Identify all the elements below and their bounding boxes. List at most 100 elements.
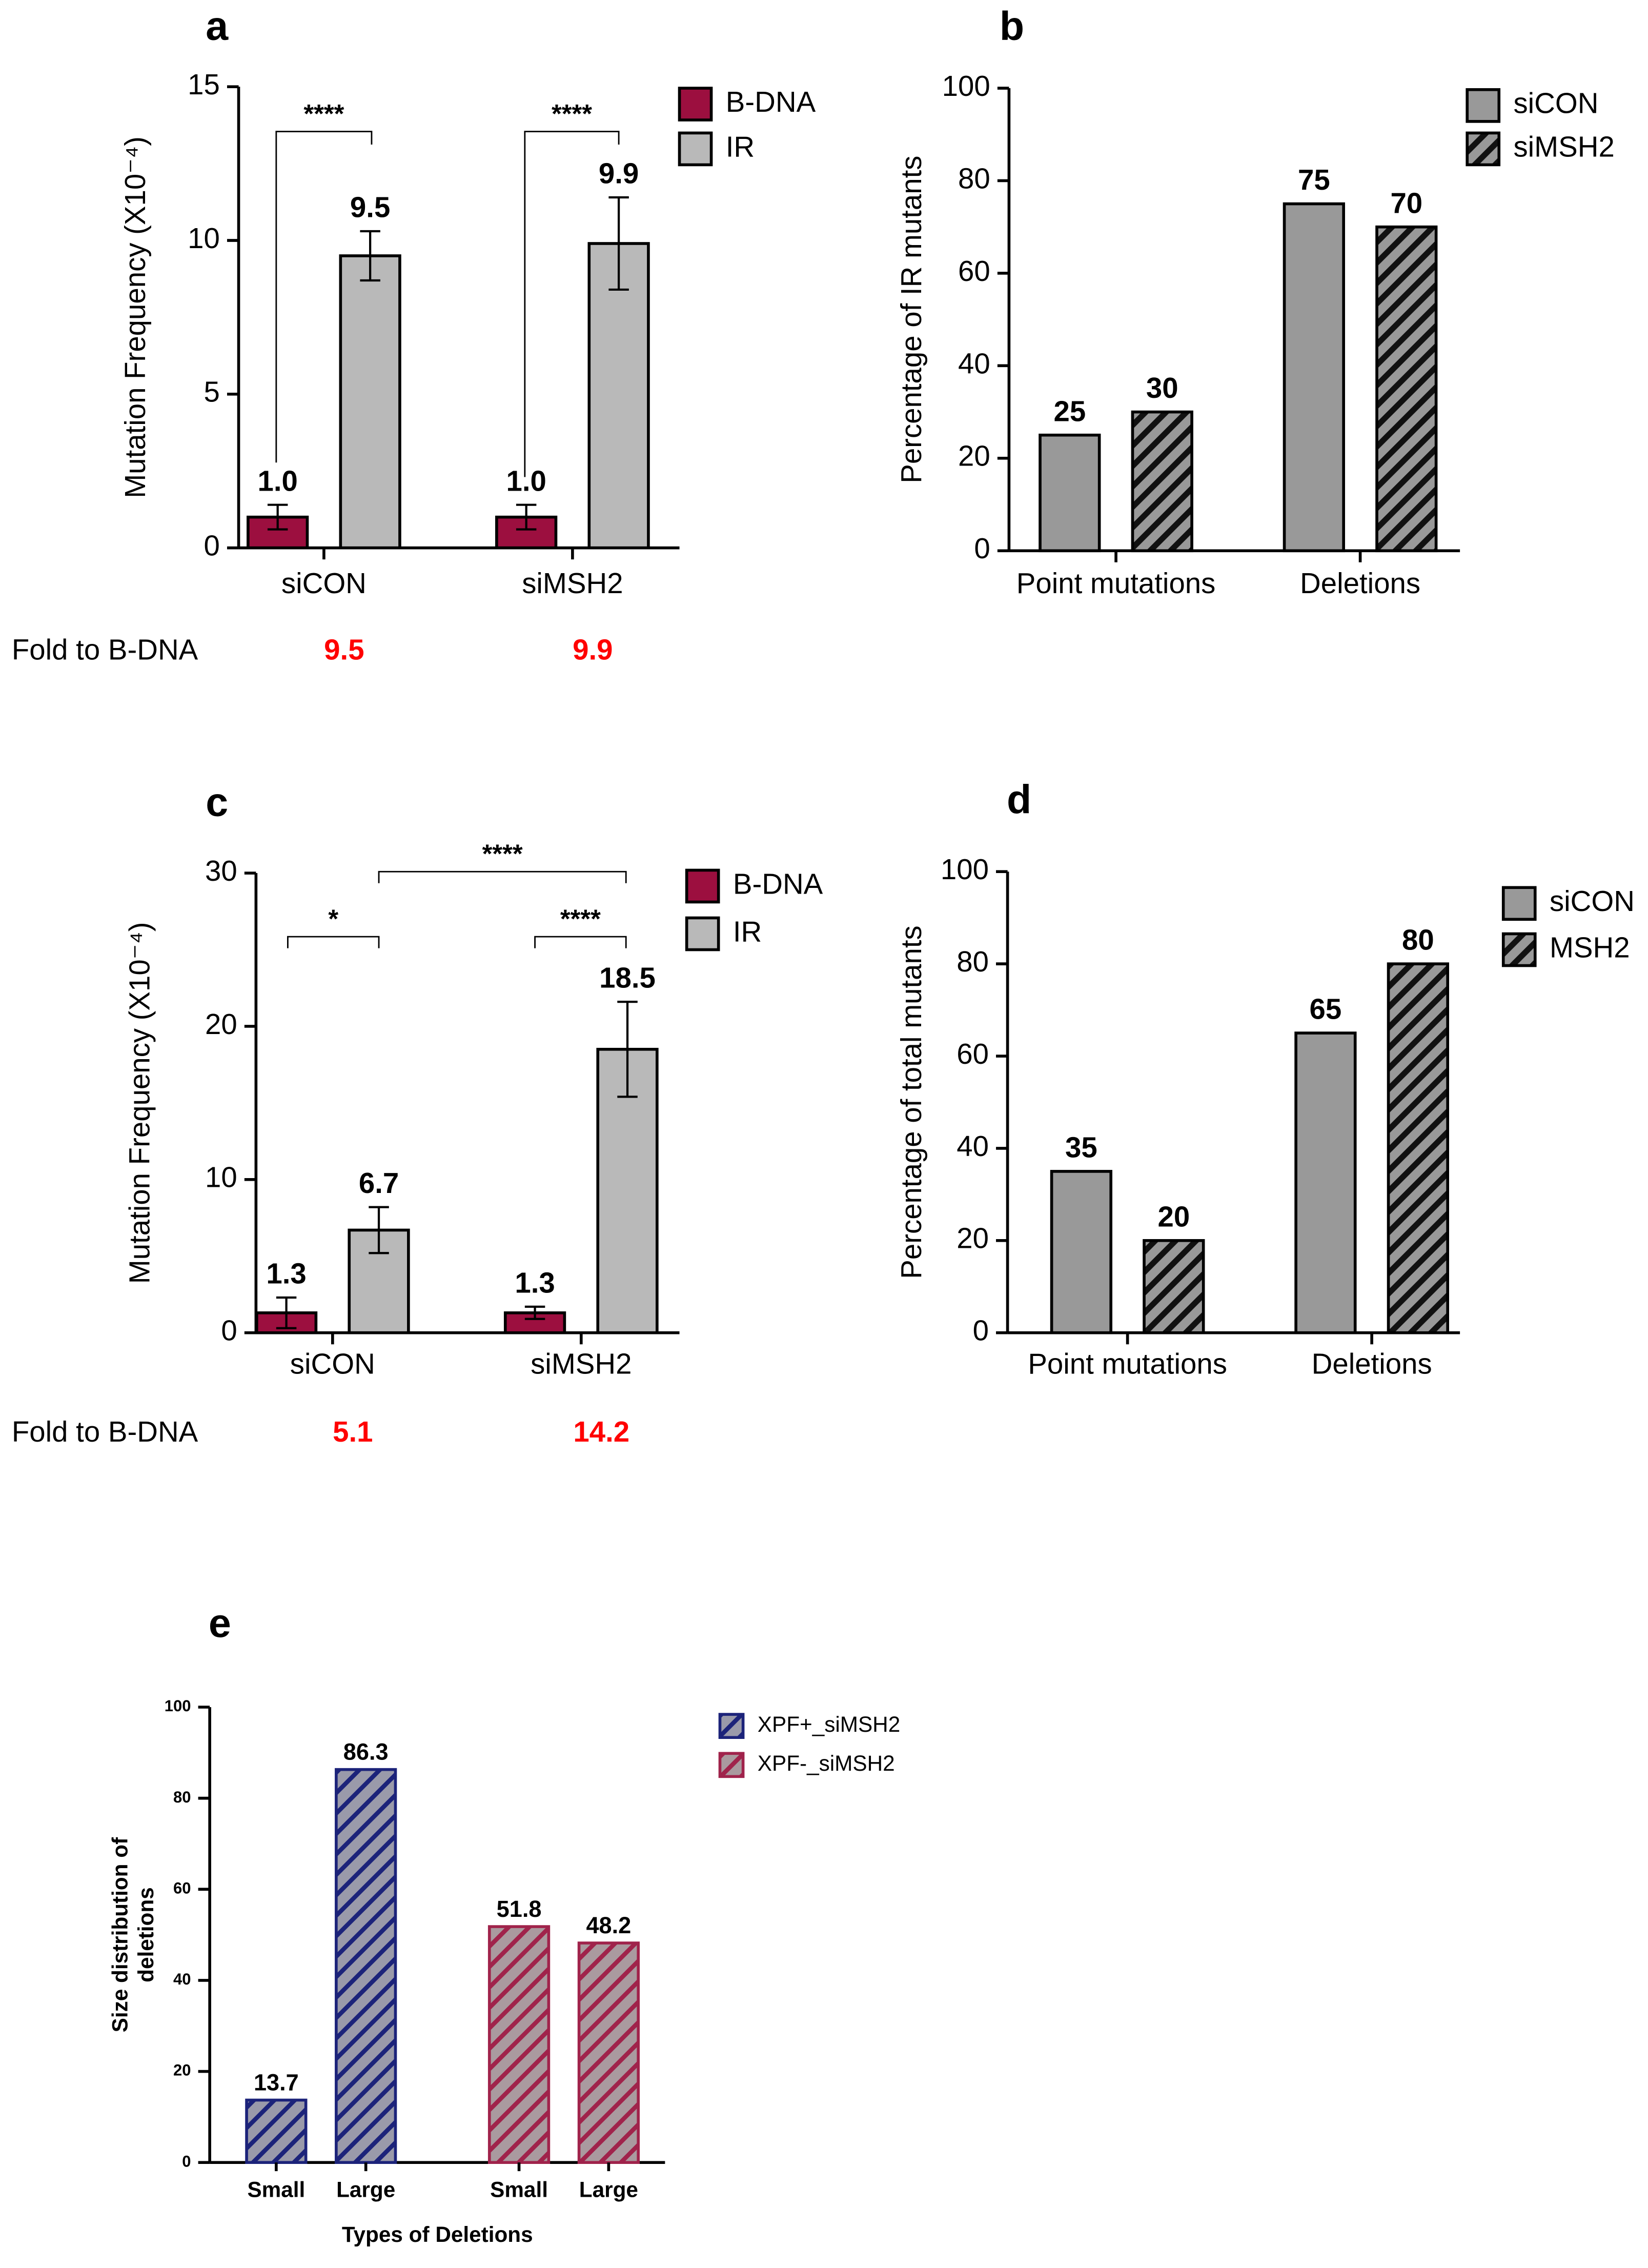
y-tick-label: 40 (957, 1130, 989, 1162)
bar (339, 254, 401, 550)
y-tick-label: 80 (957, 945, 989, 978)
y-tick-label: 40 (173, 1970, 191, 1988)
legend-label: XPF+_siMSH2 (758, 1712, 900, 1736)
y-axis-label: Percentage of IR mutants (895, 156, 927, 483)
bar (335, 1768, 397, 2164)
y-tick-label: 80 (958, 162, 990, 194)
fold-label: Fold to B-DNA (12, 634, 198, 666)
significance-bracket (524, 131, 620, 477)
significance-label: **** (303, 99, 344, 128)
significance-label: **** (552, 99, 592, 128)
panel-letter: b (1000, 3, 1024, 48)
y-tick-label: 20 (958, 440, 990, 472)
y-tick-label: 60 (958, 255, 990, 287)
y-tick-label: 15 (188, 68, 220, 100)
panel-letter: d (1007, 777, 1031, 822)
value-label: 86.3 (343, 1739, 389, 1765)
y-tick-label: 0 (182, 2152, 191, 2170)
y-axis-label: Percentage of total mutants (895, 925, 927, 1279)
y-tick-label: 10 (205, 1161, 237, 1193)
bar (1283, 202, 1345, 553)
x-tick-label: Deletions (1300, 567, 1420, 599)
legend-label: XPF-_siMSH2 (758, 1751, 895, 1775)
legend-swatch (1466, 88, 1501, 123)
legend-swatch (1501, 932, 1537, 967)
x-tick-label: Small (247, 2178, 305, 2202)
legend-swatch (678, 87, 713, 121)
value-label: 1.0 (257, 464, 297, 497)
fold-value: 14.2 (573, 1415, 629, 1448)
x-tick-label: siMSH2 (531, 1347, 632, 1380)
bar (577, 1941, 640, 2164)
y-tick-label: 100 (942, 70, 990, 102)
value-label: 25 (1053, 395, 1086, 427)
legend-label: IR (733, 915, 762, 947)
x-tick-label: Deletions (1312, 1347, 1432, 1380)
y-tick-label: 60 (957, 1038, 989, 1070)
value-label: 6.7 (359, 1167, 399, 1199)
y-tick-label: 0 (973, 1314, 989, 1347)
y-tick-label: 0 (974, 532, 990, 564)
significance-bracket (275, 131, 373, 463)
y-tick-label: 5 (204, 376, 220, 408)
value-label: 70 (1390, 187, 1422, 219)
legend-label: B-DNA (733, 867, 823, 900)
legend-swatch (685, 916, 720, 951)
legend-label: IR (726, 130, 755, 163)
value-label: 48.2 (586, 1912, 631, 1938)
legend-swatch (678, 131, 713, 167)
bar (245, 2098, 308, 2164)
legend-swatch (718, 1713, 745, 1739)
x-tick-label: Point mutations (1016, 567, 1216, 599)
y-tick-label: 60 (173, 1879, 191, 1897)
x-tick-label: siMSH2 (522, 567, 623, 599)
value-label: 30 (1146, 372, 1178, 404)
value-label: 1.0 (506, 464, 546, 497)
y-axis-label: Mutation Frequency (X10⁻⁴) (124, 922, 156, 1284)
bar (487, 1925, 551, 2164)
significance-label: **** (482, 839, 523, 868)
y-tick-label: 100 (941, 853, 989, 885)
value-label: 18.5 (599, 962, 656, 994)
y-tick-label: 40 (958, 347, 990, 379)
legend-swatch (1466, 131, 1501, 167)
y-axis-label: deletions (134, 1887, 158, 1982)
panel-letter: a (206, 3, 229, 48)
value-label: 80 (1402, 924, 1434, 956)
bar (1131, 410, 1193, 553)
bar (1294, 1031, 1357, 1334)
significance-label: **** (560, 904, 601, 934)
value-label: 75 (1298, 164, 1330, 196)
fold-value: 9.5 (324, 634, 364, 666)
y-tick-label: 30 (205, 855, 237, 887)
y-tick-label: 20 (205, 1008, 237, 1040)
bar (1143, 1239, 1205, 1334)
x-tick-label: Point mutations (1028, 1347, 1227, 1380)
y-tick-label: 10 (188, 222, 220, 254)
value-label: 9.9 (599, 157, 639, 190)
y-tick-label: 100 (165, 1697, 191, 1715)
fold-label: Fold to B-DNA (12, 1415, 198, 1448)
y-tick-label: 20 (957, 1222, 989, 1254)
bar (1050, 1170, 1113, 1334)
y-tick-label: 20 (173, 2061, 191, 2079)
legend-label: siCON (1550, 885, 1635, 917)
significance-bracket (378, 870, 627, 883)
x-tick-label: siCON (290, 1347, 375, 1380)
y-axis-label: Mutation Frequency (X10⁻⁴) (119, 136, 151, 498)
y-tick-label: 0 (204, 530, 220, 562)
x-tick-label: Small (490, 2178, 548, 2202)
legend-swatch (718, 1752, 745, 1778)
significance-bracket (287, 936, 380, 948)
bar (1375, 225, 1438, 553)
value-label: 35 (1065, 1131, 1097, 1163)
panel-letter: c (206, 779, 228, 824)
legend-label: MSH2 (1550, 931, 1630, 963)
y-tick-label: 80 (173, 1788, 191, 1806)
value-label: 13.7 (254, 2069, 299, 2095)
value-label: 1.3 (515, 1266, 555, 1299)
value-label: 20 (1157, 1200, 1190, 1232)
value-label: 65 (1310, 993, 1342, 1025)
x-axis-label: Types of Deletions (342, 2222, 533, 2246)
